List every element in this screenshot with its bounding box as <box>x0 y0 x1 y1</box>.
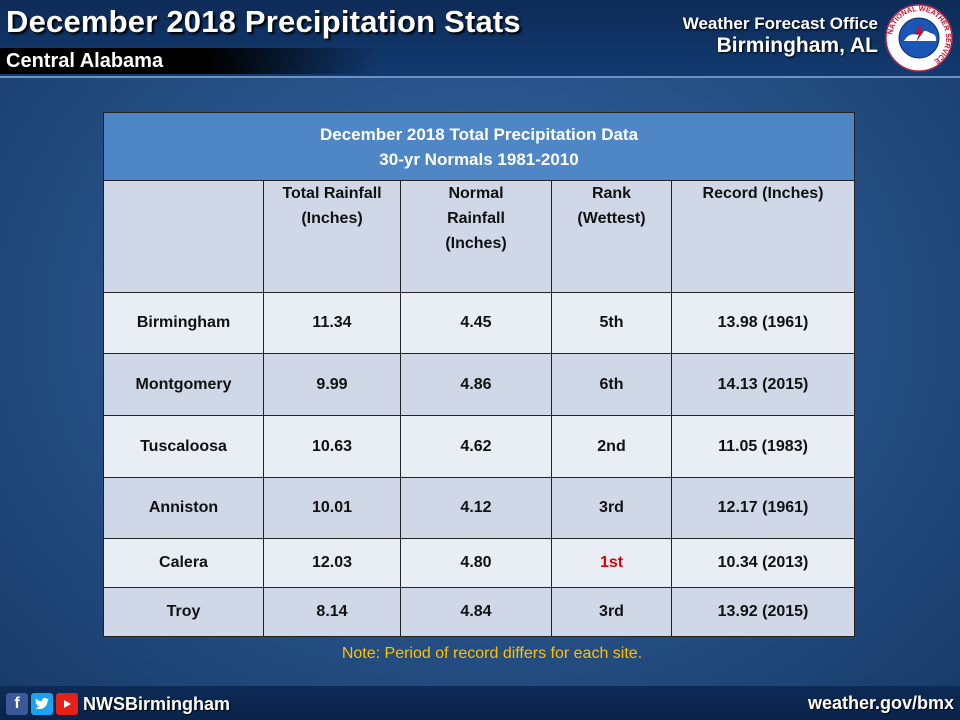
normal-cell: 4.12 <box>400 477 552 539</box>
rank-cell: 3rd <box>551 477 672 539</box>
header-line: (Inches) <box>445 235 507 252</box>
header-line: (Inches) <box>301 210 363 227</box>
nws-logo-icon: NATIONAL WEATHER SERVICE <box>884 3 954 73</box>
rank-cell: 2nd <box>551 415 672 478</box>
normal-cell: 4.62 <box>400 415 552 478</box>
table-row: Tuscaloosa 10.63 4.62 2nd 11.05 (1983) <box>103 415 856 478</box>
header-line: Normal <box>448 185 504 202</box>
table-row: Birmingham 11.34 4.45 5th 13.98 (1961) <box>103 292 856 354</box>
record-cell: 13.92 (2015) <box>670 587 856 637</box>
precipitation-table: December 2018 Total Precipitation Data 3… <box>102 112 856 637</box>
total-cell: 8.14 <box>263 587 401 637</box>
header-line: Total Rainfall <box>282 185 382 202</box>
site-cell: Anniston <box>103 477 264 539</box>
office-line1: Weather Forecast Office <box>682 14 878 33</box>
caption-line1: December 2018 Total Precipitation Data <box>319 124 639 144</box>
site-cell: Tuscaloosa <box>103 415 264 478</box>
table-row: Montgomery 9.99 4.86 6th 14.13 (2015) <box>103 353 856 416</box>
column-header-normal: Normal Rainfall (Inches) <box>400 180 552 293</box>
region-label: Central Alabama <box>6 50 164 72</box>
facebook-icon[interactable]: f <box>6 693 28 715</box>
normal-cell: 4.45 <box>400 292 552 354</box>
table-header-row: Total Rainfall (Inches) Normal Rainfall … <box>103 180 856 293</box>
normal-cell: 4.84 <box>400 587 552 637</box>
twitter-bird-glyph <box>35 698 49 710</box>
table-caption: December 2018 Total Precipitation Data 3… <box>102 112 856 181</box>
caption-line2: 30-yr Normals 1981-2010 <box>379 149 579 169</box>
total-cell: 11.34 <box>263 292 401 354</box>
website-link[interactable]: weather.gov/bmx <box>807 693 954 713</box>
social-links: f NWSBirmingham <box>6 693 230 715</box>
record-cell: 13.98 (1961) <box>670 292 856 354</box>
column-header-rank: Rank (Wettest) <box>551 180 672 293</box>
normal-cell: 4.80 <box>400 538 552 588</box>
rank-cell: 5th <box>551 292 672 354</box>
social-handle[interactable]: NWSBirmingham <box>83 693 231 714</box>
table-row: Troy 8.14 4.84 3rd 13.92 (2015) <box>103 587 856 637</box>
rank-cell-record: 1st <box>551 538 672 588</box>
header-line: Record (Inches) <box>702 185 824 202</box>
footer-bar: f NWSBirmingham weather.gov/bmx <box>0 686 960 720</box>
table-row: Anniston 10.01 4.12 3rd 12.17 (1961) <box>103 477 856 539</box>
footnote: Note: Period of record differs for each … <box>341 645 643 662</box>
header-line: Rainfall <box>447 210 505 227</box>
rank-cell: 6th <box>551 353 672 416</box>
record-cell: 11.05 (1983) <box>670 415 856 478</box>
record-cell: 12.17 (1961) <box>670 477 856 539</box>
site-cell: Birmingham <box>103 292 264 354</box>
total-cell: 12.03 <box>263 538 401 588</box>
table-caption-row: December 2018 Total Precipitation Data 3… <box>102 112 856 181</box>
total-cell: 10.63 <box>263 415 401 478</box>
rank-cell: 3rd <box>551 587 672 637</box>
header-banner: December 2018 Precipitation Stats Centra… <box>0 0 960 78</box>
header-line: (Wettest) <box>577 210 646 227</box>
office-line2: Birmingham, AL <box>716 34 878 57</box>
record-cell: 14.13 (2015) <box>670 353 856 416</box>
column-header-site <box>103 180 264 293</box>
twitter-icon[interactable] <box>31 693 53 715</box>
column-header-record: Record (Inches) <box>670 180 856 293</box>
table-row: Calera 12.03 4.80 1st 10.34 (2013) <box>103 538 856 588</box>
region-bar <box>0 48 380 74</box>
site-cell: Troy <box>103 587 264 637</box>
header-line: Rank <box>591 185 632 202</box>
site-cell: Calera <box>103 538 264 588</box>
total-cell: 9.99 <box>263 353 401 416</box>
normal-cell: 4.86 <box>400 353 552 416</box>
page-title: December 2018 Precipitation Stats <box>6 4 521 39</box>
site-cell: Montgomery <box>103 353 264 416</box>
total-cell: 10.01 <box>263 477 401 539</box>
youtube-play-glyph <box>64 700 71 708</box>
office-name: Weather Forecast Office Birmingham, AL <box>683 14 878 58</box>
column-header-total: Total Rainfall (Inches) <box>263 180 401 293</box>
record-cell: 10.34 (2013) <box>670 538 856 588</box>
youtube-icon[interactable] <box>56 693 78 715</box>
